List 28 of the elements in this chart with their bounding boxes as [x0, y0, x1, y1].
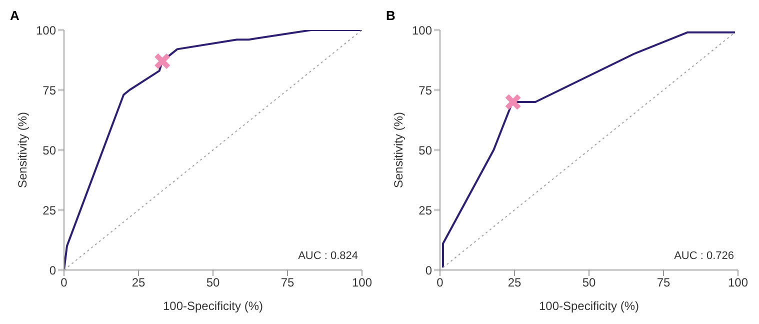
- y-tick-label: 0: [49, 263, 56, 278]
- y-tick-label: 100: [36, 23, 56, 38]
- x-tick-label: 75: [280, 276, 294, 290]
- y-tick-label: 75: [418, 83, 432, 98]
- chart-title: B: [386, 8, 396, 23]
- x-tick-label: 100: [352, 276, 372, 290]
- y-tick-label: 50: [42, 143, 56, 158]
- x-tick-label: 0: [60, 276, 68, 290]
- y-tick-label: 25: [42, 203, 56, 218]
- x-tick-label: 25: [508, 276, 522, 290]
- y-axis-title: Sensitivity (%): [15, 112, 30, 188]
- y-tick-label: 75: [42, 83, 56, 98]
- x-tick-label: 100: [728, 276, 748, 290]
- x-tick-label: 50: [206, 276, 220, 290]
- x-tick-label: 75: [656, 276, 670, 290]
- x-tick-label: 50: [582, 276, 596, 290]
- x-tick-label: 0: [436, 276, 444, 290]
- x-tick-label: 25: [132, 276, 146, 290]
- y-tick-label: 100: [412, 23, 432, 38]
- annotation: AUC : 0.824: [298, 250, 358, 262]
- y-axis-title: Sensitivity (%): [391, 112, 406, 188]
- y-tick-label: 50: [418, 143, 432, 158]
- x-axis-title: 100-Specificity (%): [538, 299, 640, 313]
- chart-title: A: [10, 8, 20, 23]
- y-tick-label: 25: [418, 203, 432, 218]
- annotation: AUC : 0.726: [674, 250, 734, 262]
- y-tick-label: 0: [425, 263, 432, 278]
- x-axis-title: 100-Specificity (%): [162, 299, 264, 313]
